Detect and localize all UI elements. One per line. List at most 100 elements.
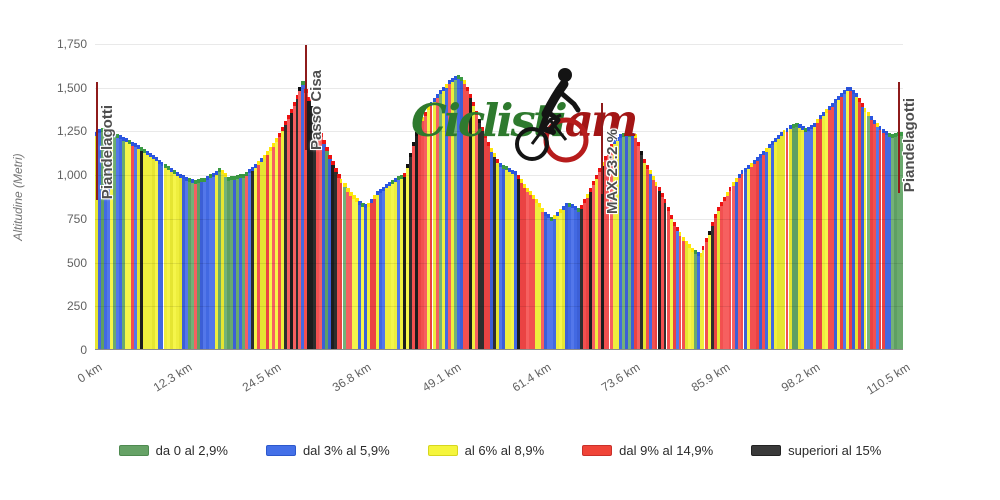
- elevation-bar[interactable]: [415, 131, 419, 350]
- elevation-bar[interactable]: [409, 153, 413, 350]
- elevation-bar[interactable]: [657, 187, 661, 350]
- elevation-bar[interactable]: [421, 117, 425, 350]
- elevation-bar[interactable]: [822, 112, 826, 350]
- elevation-bar[interactable]: [519, 179, 524, 350]
- elevation-bar[interactable]: [564, 203, 569, 350]
- elevation-bar[interactable]: [205, 176, 209, 350]
- elevation-bar[interactable]: [268, 146, 272, 350]
- elevation-bar[interactable]: [546, 214, 551, 350]
- elevation-bar[interactable]: [651, 175, 655, 350]
- elevation-bar[interactable]: [501, 164, 506, 350]
- elevation-bar[interactable]: [394, 178, 398, 350]
- elevation-bar[interactable]: [654, 181, 657, 350]
- elevation-bar[interactable]: [753, 160, 757, 350]
- elevation-bar[interactable]: [504, 166, 509, 350]
- elevation-bar[interactable]: [849, 87, 853, 350]
- elevation-bar[interactable]: [274, 138, 278, 350]
- elevation-bar[interactable]: [361, 202, 365, 350]
- elevation-bar[interactable]: [669, 214, 673, 350]
- elevation-bar[interactable]: [756, 157, 760, 350]
- elevation-bar[interactable]: [522, 184, 527, 350]
- elevation-bar[interactable]: [819, 115, 823, 350]
- elevation-bar[interactable]: [319, 132, 323, 350]
- elevation-bar[interactable]: [139, 146, 144, 350]
- elevation-bar[interactable]: [247, 169, 251, 350]
- elevation-bar[interactable]: [175, 171, 180, 350]
- elevation-bar[interactable]: [256, 160, 260, 350]
- elevation-bar[interactable]: [642, 159, 646, 350]
- elevation-bar[interactable]: [424, 111, 428, 350]
- elevation-bar[interactable]: [576, 207, 581, 350]
- elevation-bar[interactable]: [810, 125, 814, 350]
- elevation-bar[interactable]: [478, 118, 482, 350]
- elevation-bar[interactable]: [100, 127, 105, 350]
- elevation-bar[interactable]: [648, 170, 652, 350]
- elevation-bar[interactable]: [771, 141, 775, 350]
- elevation-bar[interactable]: [448, 80, 452, 350]
- elevation-bar[interactable]: [244, 171, 248, 350]
- elevation-bar[interactable]: [675, 227, 679, 350]
- elevation-bar[interactable]: [238, 174, 242, 350]
- elevation-bar[interactable]: [445, 83, 449, 350]
- elevation-bar[interactable]: [540, 207, 545, 350]
- elevation-bar[interactable]: [370, 199, 374, 350]
- elevation-bar[interactable]: [136, 145, 141, 350]
- elevation-bar[interactable]: [289, 108, 293, 350]
- elevation-bar[interactable]: [636, 142, 640, 350]
- elevation-bar[interactable]: [693, 250, 697, 350]
- elevation-bar[interactable]: [762, 150, 766, 350]
- elevation-bar[interactable]: [328, 154, 332, 350]
- elevation-bar[interactable]: [148, 152, 153, 350]
- elevation-bar[interactable]: [103, 127, 108, 350]
- elevation-bar[interactable]: [732, 182, 736, 350]
- elevation-bar[interactable]: [708, 230, 712, 350]
- elevation-bar[interactable]: [507, 168, 512, 350]
- elevation-bar[interactable]: [460, 77, 464, 350]
- elevation-bar[interactable]: [555, 212, 560, 350]
- elevation-bar[interactable]: [436, 93, 440, 350]
- elevation-bar[interactable]: [298, 86, 302, 350]
- elevation-bar[interactable]: [873, 120, 877, 350]
- elevation-bar[interactable]: [861, 102, 865, 350]
- elevation-bar[interactable]: [828, 106, 832, 350]
- elevation-bar[interactable]: [154, 157, 159, 350]
- elevation-bar[interactable]: [430, 101, 433, 350]
- elevation-bar[interactable]: [241, 173, 245, 350]
- elevation-bar[interactable]: [795, 123, 799, 350]
- elevation-bar[interactable]: [837, 95, 841, 350]
- elevation-bar[interactable]: [265, 150, 269, 350]
- elevation-bar[interactable]: [157, 159, 162, 350]
- elevation-bar[interactable]: [531, 194, 536, 350]
- elevation-bar[interactable]: [463, 80, 467, 350]
- elevation-bar[interactable]: [888, 133, 892, 350]
- elevation-bar[interactable]: [145, 150, 150, 350]
- elevation-bar[interactable]: [792, 123, 796, 350]
- elevation-bar[interactable]: [609, 143, 613, 350]
- elevation-bar[interactable]: [382, 186, 386, 350]
- elevation-bar[interactable]: [846, 87, 850, 350]
- elevation-bar[interactable]: [373, 195, 377, 350]
- elevation-bar[interactable]: [151, 154, 156, 350]
- elevation-bar[interactable]: [891, 133, 895, 350]
- elevation-bar[interactable]: [633, 134, 637, 350]
- elevation-bar[interactable]: [744, 167, 748, 350]
- elevation-bar[interactable]: [352, 194, 356, 350]
- elevation-bar[interactable]: [786, 127, 789, 350]
- elevation-bar[interactable]: [513, 171, 518, 350]
- elevation-bar[interactable]: [723, 196, 727, 350]
- elevation-bar[interactable]: [591, 181, 596, 350]
- elevation-bar[interactable]: [696, 251, 700, 350]
- elevation-bar[interactable]: [121, 136, 126, 350]
- elevation-bar[interactable]: [528, 191, 533, 350]
- elevation-bar[interactable]: [699, 252, 703, 350]
- elevation-bar[interactable]: [876, 123, 880, 350]
- elevation-bar[interactable]: [178, 173, 183, 350]
- elevation-bar[interactable]: [379, 189, 383, 350]
- elevation-bar[interactable]: [534, 199, 539, 350]
- elevation-bar[interactable]: [451, 78, 455, 350]
- elevation-bar[interactable]: [780, 132, 784, 350]
- elevation-bar[interactable]: [798, 123, 802, 350]
- elevation-bar[interactable]: [388, 182, 392, 350]
- elevation-bar[interactable]: [852, 90, 856, 350]
- elevation-bar[interactable]: [804, 128, 808, 350]
